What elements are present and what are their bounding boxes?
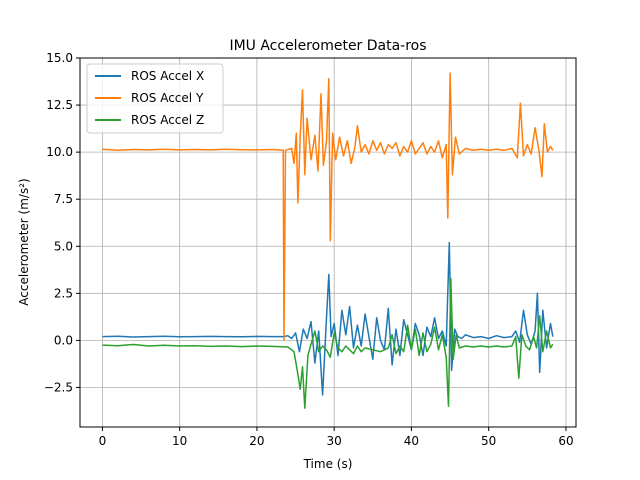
legend-label-accel-y: ROS Accel Y — [131, 91, 204, 105]
x-tick-label: 10 — [172, 434, 187, 448]
legend-label-accel-x: ROS Accel X — [131, 69, 204, 83]
legend-label-accel-z: ROS Accel Z — [131, 113, 204, 127]
y-tick-label: −2.5 — [44, 380, 73, 394]
x-tick-label: 0 — [99, 434, 107, 448]
y-tick-label: 0.0 — [54, 333, 73, 347]
x-axis-ticks: 0 10 20 30 40 50 60 — [99, 427, 574, 448]
series-line-accel-y — [102, 72, 554, 342]
chart-title: IMU Accelerometer Data-ros — [229, 38, 426, 54]
legend: ROS Accel X ROS Accel Y ROS Accel Z — [86, 63, 224, 134]
legend-box — [86, 63, 224, 134]
y-tick-label: 7.5 — [54, 192, 73, 206]
x-tick-label: 50 — [481, 434, 496, 448]
y-tick-label: 2.5 — [54, 286, 73, 300]
y-axis-label: Accelerometer (m/s²) — [17, 178, 31, 305]
y-tick-label: 10.0 — [46, 145, 73, 159]
x-tick-label: 60 — [558, 434, 573, 448]
x-tick-label: 30 — [327, 434, 342, 448]
x-tick-label: 20 — [249, 434, 264, 448]
x-axis-label: Time (s) — [303, 457, 353, 471]
x-tick-label: 40 — [404, 434, 419, 448]
plot-frame — [79, 57, 577, 428]
y-axis-ticks: −2.5 0.0 2.5 5.0 7.5 10.0 12.5 15.0 — [44, 51, 80, 394]
y-tick-label: 5.0 — [54, 239, 73, 253]
y-tick-label: 12.5 — [46, 98, 73, 112]
series-line-accel-z — [102, 277, 554, 409]
y-tick-label: 15.0 — [46, 51, 73, 65]
series-layer — [102, 72, 554, 409]
series-line-accel-x — [102, 241, 554, 396]
